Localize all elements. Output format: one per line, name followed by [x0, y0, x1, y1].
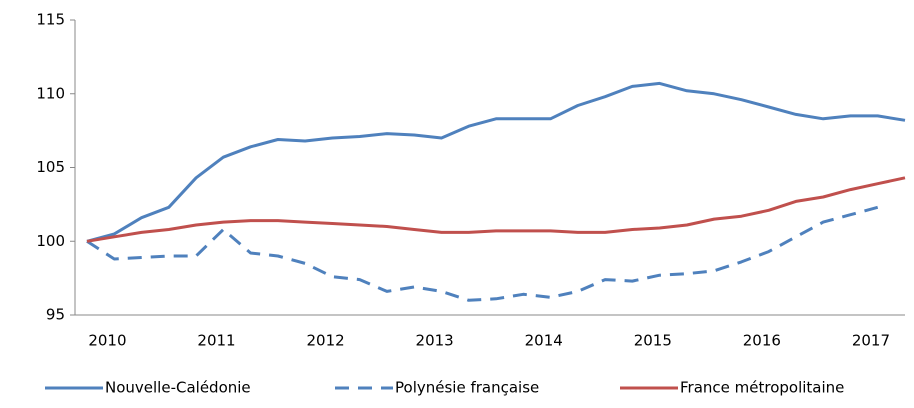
x-tick-label: 2015: [634, 332, 672, 350]
x-tick-label: 2017: [852, 332, 890, 350]
series-line: [86, 176, 906, 243]
x-tick-label: 2010: [88, 332, 126, 350]
legend-label: Polynésie française: [395, 379, 539, 397]
y-tick-label: 110: [36, 84, 65, 102]
y-tick-label: 100: [36, 232, 65, 250]
legend-label: Nouvelle-Calédonie: [105, 379, 251, 397]
legend-label: France métropolitaine: [680, 379, 844, 397]
y-tick-label: 115: [36, 11, 65, 29]
series-line: [86, 81, 906, 243]
y-tick-label: 95: [46, 306, 65, 324]
y-tick-label: 105: [36, 158, 65, 176]
x-tick-label: 2014: [525, 332, 563, 350]
series-line: [86, 205, 879, 302]
x-tick-label: 2013: [416, 332, 454, 350]
x-tick-label: 2011: [197, 332, 235, 350]
x-tick-label: 2016: [743, 332, 781, 350]
x-tick-label: 2012: [306, 332, 344, 350]
